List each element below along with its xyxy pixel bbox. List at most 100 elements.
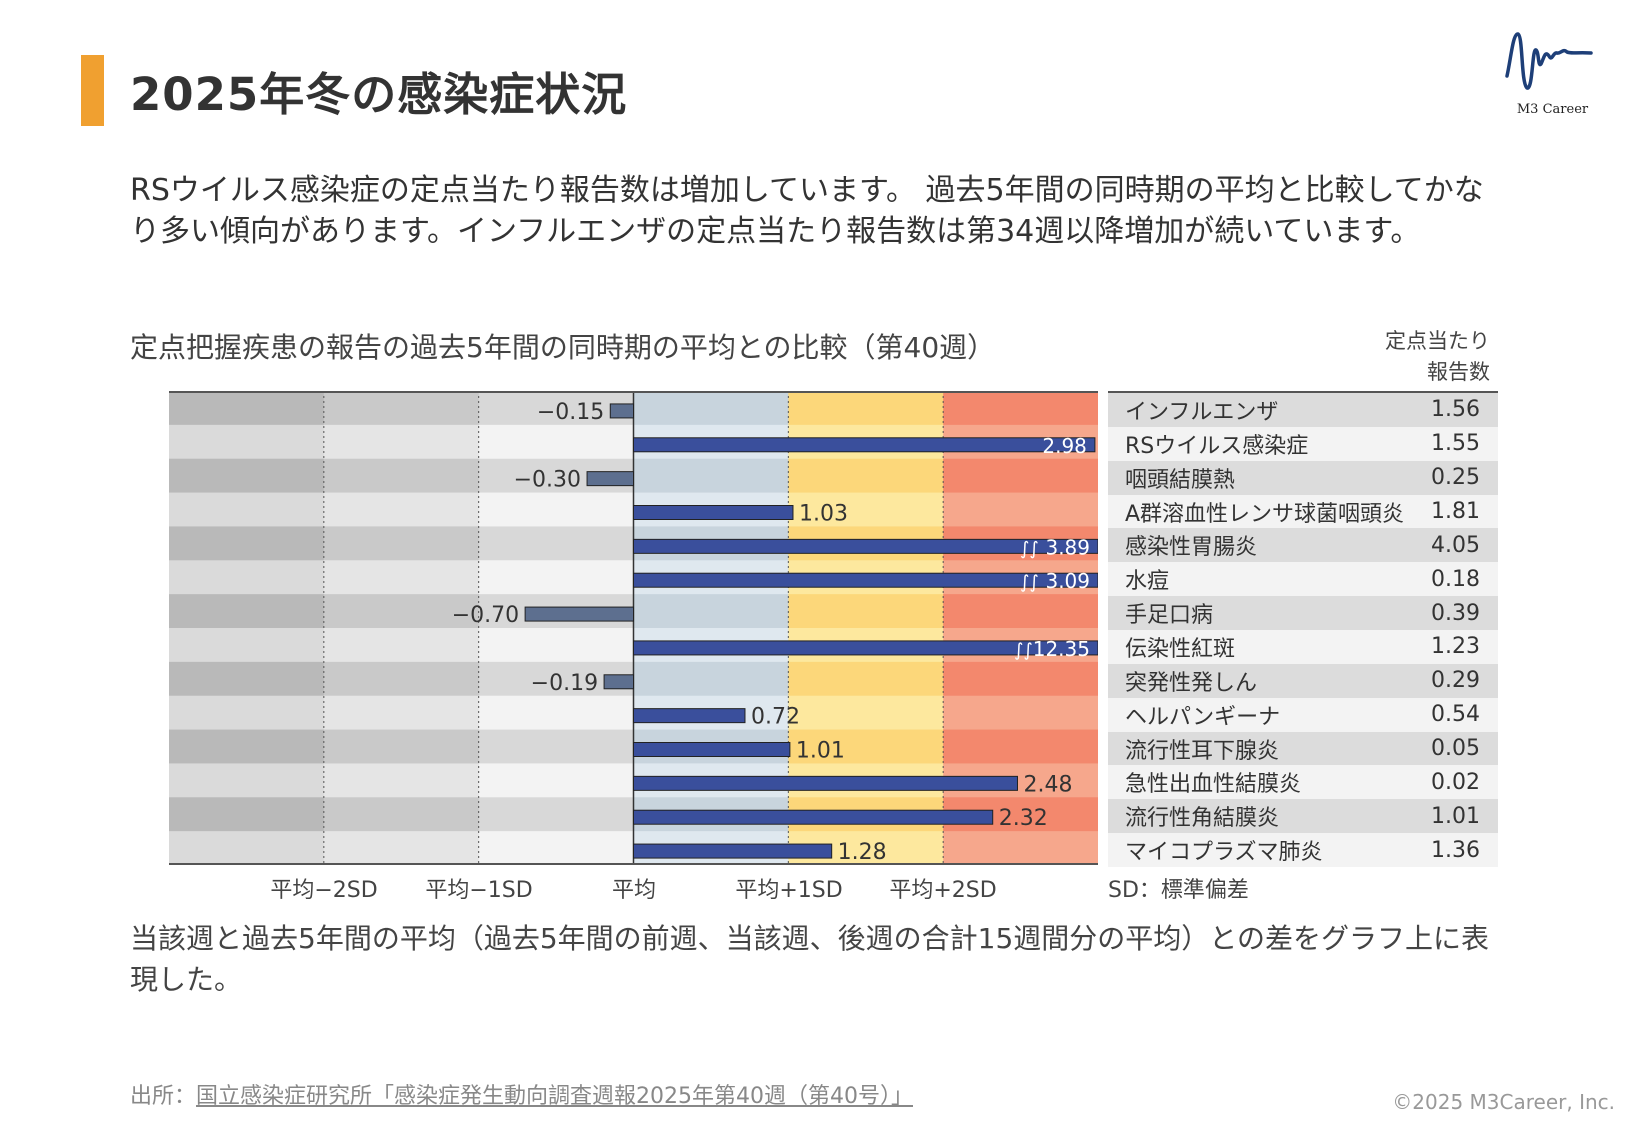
zone-band: [323, 831, 480, 865]
zone-band: [943, 831, 1098, 865]
bar: [586, 471, 634, 487]
bar-value-label: −0.19: [531, 671, 598, 696]
zone-band: [788, 458, 944, 494]
report-count: 0.02: [1431, 769, 1480, 795]
zone-band: [323, 797, 480, 832]
x-tick-label: 平均+1SD: [735, 878, 843, 903]
zone-band: [169, 628, 325, 663]
zone-band: [478, 424, 634, 460]
zone-band: [478, 797, 634, 832]
zone-band: [169, 797, 325, 832]
zone-band: [788, 661, 944, 697]
zone-band: [323, 628, 480, 663]
bar: [633, 437, 1096, 453]
chart-svg: −0.15 2.98 −0.30 1.03 3.89 ∫∫ 3.09 ∫∫ −0.70 12.35…: [169, 391, 1098, 865]
report-count: 0.25: [1431, 465, 1480, 491]
table-header-line-2: 報告数: [1427, 360, 1490, 384]
table-row: ヘルパンギーナ 0.54: [1108, 697, 1498, 732]
title-accent-bar: [81, 55, 104, 126]
report-count: 1.36: [1431, 837, 1480, 863]
zone-band: [169, 492, 325, 527]
zone-band: [323, 424, 480, 460]
zone-band: [478, 391, 634, 426]
bar: [633, 538, 1098, 554]
report-count: 0.05: [1431, 736, 1480, 762]
zone-band: [943, 695, 1098, 731]
zone-band: [169, 695, 325, 731]
bar: [633, 742, 791, 757]
bar: [633, 572, 1098, 588]
zone-band: [943, 458, 1098, 494]
table-row: 流行性耳下腺炎 0.05: [1108, 731, 1498, 766]
disease-name: RSウイルス感染症: [1125, 433, 1309, 459]
zone-band: [478, 695, 634, 731]
zone-band: [478, 560, 634, 595]
x-tick-label: 平均+2SD: [889, 878, 997, 903]
copyright: ©2025 M3Career, Inc.: [1392, 1090, 1615, 1114]
zone-band: [323, 526, 480, 561]
zone-band: [169, 594, 325, 629]
zone-band: [788, 695, 944, 731]
zone-band: [169, 458, 325, 494]
zone-band: [323, 763, 480, 798]
bar: [633, 640, 1098, 656]
table-row: 伝染性紅斑 1.23: [1108, 630, 1498, 664]
table-row: 咽頭結膜熱 0.25: [1108, 460, 1498, 495]
zone-band: [169, 831, 325, 865]
sd-legend-note: SD：標準偏差: [1108, 878, 1249, 903]
bar: [524, 606, 634, 622]
zone-band: [323, 492, 480, 527]
bar-value-label: 1.01: [796, 739, 845, 764]
disease-name: 伝染性紅斑: [1125, 636, 1236, 662]
zone-band: [633, 458, 789, 494]
bar: [609, 403, 634, 419]
logo-text: M3 Career: [1516, 102, 1589, 117]
zone-band: [169, 560, 325, 595]
disease-name: 急性出血性結膜炎: [1125, 772, 1302, 798]
disease-name: 流行性角結膜炎: [1125, 806, 1280, 832]
chart-footnote: 当該週と過去5年間の平均（過去5年間の前週、当該週、後週の合計15週間分の平均）…: [130, 922, 1489, 996]
x-tick-label: 平均: [611, 878, 657, 903]
source-link[interactable]: 国立感染症研究所「感染症発生動向調査週報2025年第40週（第40号）」: [196, 1084, 913, 1109]
table-row: A群溶血性レンサ球菌咽頭炎 1.81: [1108, 494, 1498, 529]
zone-band: [323, 661, 480, 697]
table-row: 手足口病 0.39: [1108, 596, 1498, 631]
zone-band: [943, 391, 1098, 426]
report-count: 0.39: [1431, 600, 1480, 626]
page-title: 2025年冬の感染症状況: [130, 68, 628, 121]
zone-band: [478, 628, 634, 663]
bar-value-label: 1.28: [838, 840, 887, 865]
zone-band: [943, 492, 1098, 527]
zone-band: [478, 526, 634, 561]
bar-value-label: 2.98: [1042, 434, 1087, 458]
report-count: 0.54: [1431, 702, 1480, 728]
table-row: 感染性胃腸炎 4.05: [1108, 528, 1498, 563]
bar-value-label: −0.15: [537, 400, 604, 425]
report-count-table: インフルエンザ 1.56 RSウイルス感染症 1.55 咽頭結膜熱 0.25 A群溶血性レン…: [1108, 391, 1498, 868]
zone-band: [169, 729, 325, 764]
report-count: 0.29: [1431, 668, 1480, 694]
zone-band: [633, 391, 789, 426]
table-row: RSウイルス感染症 1.55: [1108, 426, 1498, 461]
table-row: 急性出血性結膜炎 0.02: [1108, 765, 1498, 800]
disease-name: 水痘: [1125, 569, 1170, 595]
zone-band: [169, 661, 325, 697]
bar-value-label: 3.89: [1045, 535, 1090, 559]
disease-name: 突発性発しん: [1125, 670, 1258, 696]
bar-value-label: −0.70: [452, 603, 519, 628]
zone-band: [169, 763, 325, 798]
zone-band: [478, 729, 634, 764]
zone-band: [788, 729, 944, 764]
zone-band: [633, 594, 789, 629]
x-tick-label: 平均−2SD: [270, 878, 378, 903]
zone-band: [943, 729, 1098, 764]
table-header: 定点当たり 報告数: [1330, 326, 1490, 388]
bar: [633, 775, 1018, 791]
table-row: 水痘 0.18: [1108, 562, 1498, 597]
bar-value-label: 1.03: [799, 502, 848, 527]
zone-band: [788, 594, 944, 629]
comparison-bar-chart: −0.15 2.98 −0.30 1.03 3.89 ∫∫ 3.09 ∫∫ −0.70 12.35…: [169, 391, 1098, 865]
report-count: 4.05: [1431, 532, 1480, 558]
table-row: 流行性角結膜炎 1.01: [1108, 799, 1498, 834]
disease-name: ヘルパンギーナ: [1125, 704, 1281, 730]
